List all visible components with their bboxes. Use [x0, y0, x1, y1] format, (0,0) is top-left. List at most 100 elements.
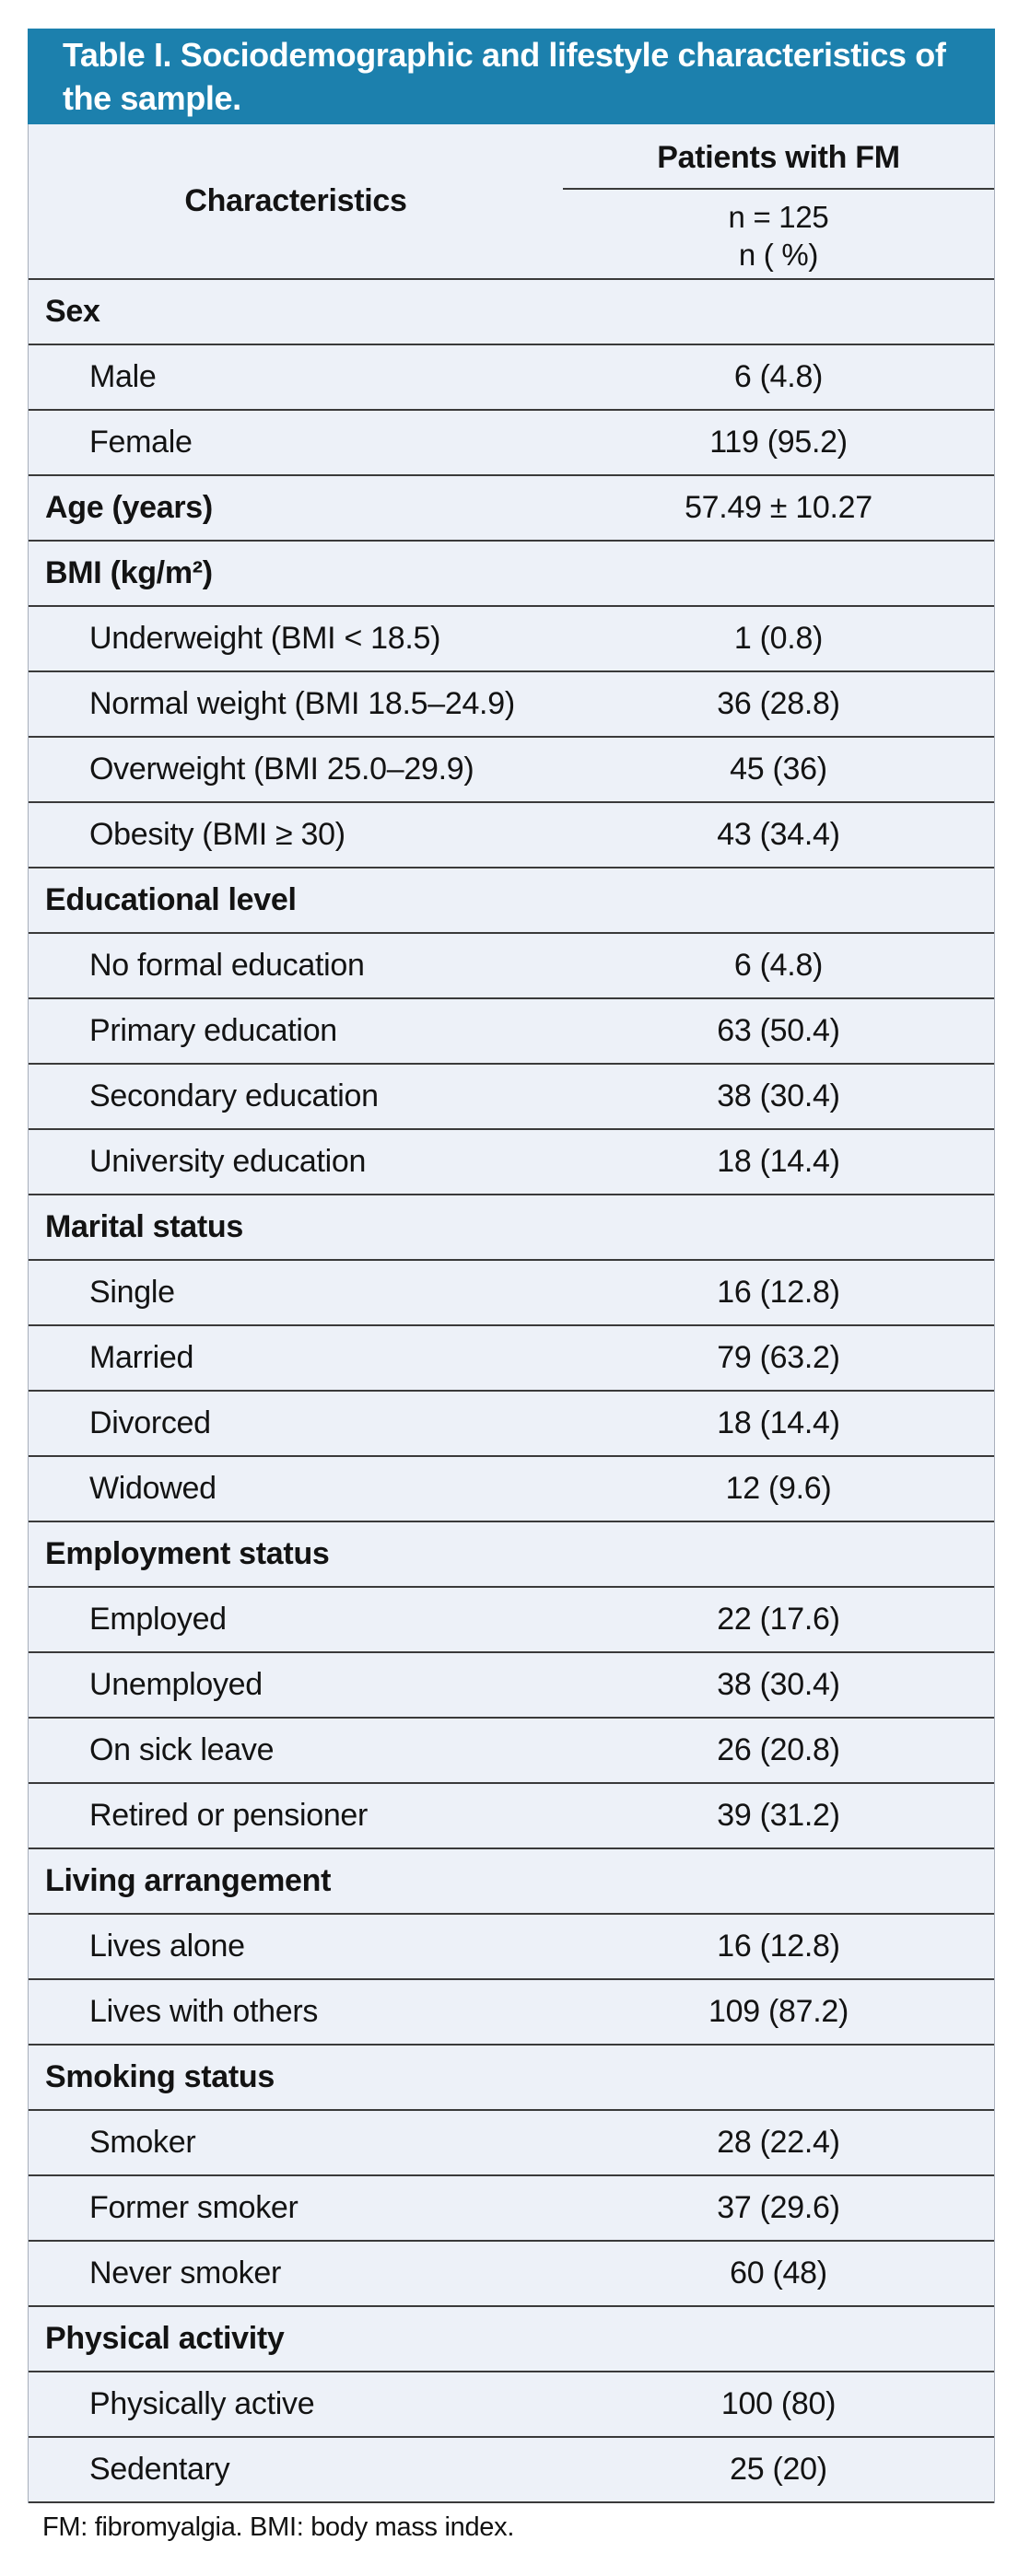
row-item-label: No formal education — [89, 948, 365, 983]
row-value: 16 (12.8) — [717, 1275, 840, 1310]
table-row: Sex — [29, 280, 994, 345]
sample-size-label: n = 125 — [728, 200, 829, 234]
table-row: Employed 22 (17.6) — [29, 1588, 994, 1653]
row-item-label: Former smoker — [89, 2190, 298, 2225]
table-body: Characteristics Patients with FM n = 125… — [28, 124, 995, 2503]
patients-column-header: Patients with FM n = 125 n ( %) — [563, 124, 994, 278]
table-footnote: FM: fibromyalgia. BMI: body mass index. — [42, 2512, 515, 2542]
row-value: 16 (12.8) — [717, 1929, 840, 1964]
table-row: Male 6 (4.8) — [29, 345, 994, 411]
row-item-label: Retired or pensioner — [89, 1798, 369, 1833]
row-value: 6 (4.8) — [733, 948, 824, 983]
row-value: 18 (14.4) — [717, 1144, 840, 1179]
row-value: 109 (87.2) — [708, 1994, 849, 2029]
row-item-label: On sick leave — [89, 1732, 275, 1767]
table-header-row: Characteristics Patients with FM n = 125… — [29, 124, 994, 280]
table-row: Former smoker 37 (29.6) — [29, 2176, 994, 2242]
n-percent-label: n ( %) — [738, 238, 819, 272]
row-item-label: Normal weight (BMI 18.5–24.9) — [89, 686, 515, 721]
row-value: 6 (4.8) — [733, 359, 824, 394]
table-row: Widowed 12 (9.6) — [29, 1457, 994, 1522]
table-title: Table I. Sociodemographic and lifestyle … — [28, 29, 995, 124]
table-row: Age (years) 57.49 ± 10.27 — [29, 476, 994, 542]
table-row: Never smoker 60 (48) — [29, 2242, 994, 2307]
row-item-label: Female — [89, 425, 193, 460]
table-row: Living arrangement — [29, 1849, 994, 1915]
row-item-label: Single — [89, 1275, 175, 1310]
row-value: 26 (20.8) — [717, 1732, 840, 1767]
table-row: Marital status — [29, 1195, 994, 1261]
row-value: 57.49 ± 10.27 — [685, 490, 872, 525]
row-item-label: Widowed — [89, 1471, 217, 1506]
row-section-label: Living arrangement — [45, 1863, 332, 1898]
row-item-label: Unemployed — [89, 1667, 263, 1702]
table-row: Normal weight (BMI 18.5–24.9) 36 (28.8) — [29, 672, 994, 738]
row-value: 36 (28.8) — [717, 686, 840, 721]
row-value: 12 (9.6) — [725, 1471, 832, 1506]
row-section-label: Marital status — [45, 1209, 243, 1244]
row-item-label: Married — [89, 1340, 194, 1375]
table-row: Lives with others 109 (87.2) — [29, 1980, 994, 2046]
row-item-label: Obesity (BMI ≥ 30) — [89, 817, 345, 852]
row-value: 60 (48) — [730, 2255, 827, 2290]
table-row: Retired or pensioner 39 (31.2) — [29, 1784, 994, 1849]
row-value: 119 (95.2) — [709, 425, 848, 460]
row-item-label: Smoker — [89, 2125, 196, 2160]
table-rows: Sex Male 6 (4.8) Female 119 (95.2) Age (years… — [29, 280, 994, 2503]
row-value: 22 (17.6) — [717, 1602, 840, 1637]
row-item-label: Never smoker — [89, 2255, 282, 2290]
row-section-label: Sex — [45, 294, 100, 329]
row-value: 25 (20) — [730, 2452, 827, 2487]
row-item-label: University education — [89, 1144, 367, 1179]
row-value: 28 (22.4) — [717, 2125, 840, 2160]
patients-with-fm-label: Patients with FM — [657, 140, 900, 175]
row-value: 39 (31.2) — [717, 1798, 840, 1833]
table-row: Employment status — [29, 1522, 994, 1588]
table-row: On sick leave 26 (20.8) — [29, 1719, 994, 1784]
row-value: 38 (30.4) — [717, 1667, 840, 1702]
row-item-label: Overweight (BMI 25.0–29.9) — [89, 752, 474, 787]
row-item-label: Divorced — [89, 1405, 211, 1440]
table-row: Married 79 (63.2) — [29, 1326, 994, 1392]
row-item-label: Lives alone — [89, 1929, 245, 1964]
row-section-label: Educational level — [45, 882, 297, 917]
row-item-label: Sedentary — [89, 2452, 230, 2487]
table-row: No formal education 6 (4.8) — [29, 934, 994, 999]
table-row: BMI (kg/m²) — [29, 542, 994, 607]
table-row: Unemployed 38 (30.4) — [29, 1653, 994, 1719]
row-value: 38 (30.4) — [717, 1078, 840, 1113]
table-row: Obesity (BMI ≥ 30) 43 (34.4) — [29, 803, 994, 868]
row-section-label: Age (years) — [45, 490, 213, 525]
table-row: Sedentary 25 (20) — [29, 2438, 994, 2503]
table-row: Female 119 (95.2) — [29, 411, 994, 476]
row-item-label: Male — [89, 359, 157, 394]
row-item-label: Underweight (BMI < 18.5) — [89, 621, 441, 656]
table-row: Secondary education 38 (30.4) — [29, 1065, 994, 1130]
table-row: Physical activity — [29, 2307, 994, 2372]
row-value: 45 (36) — [730, 752, 827, 787]
row-section-label: Employment status — [45, 1536, 330, 1571]
table-row: Physically active 100 (80) — [29, 2372, 994, 2438]
table-row: Smoker 28 (22.4) — [29, 2111, 994, 2176]
row-value: 43 (34.4) — [717, 817, 840, 852]
table-row: Lives alone 16 (12.8) — [29, 1915, 994, 1980]
row-section-label: Smoking status — [45, 2059, 275, 2094]
table-row: Overweight (BMI 25.0–29.9) 45 (36) — [29, 738, 994, 803]
table-row: Divorced 18 (14.4) — [29, 1392, 994, 1457]
table-row: Smoking status — [29, 2046, 994, 2111]
table-row: Primary education 63 (50.4) — [29, 999, 994, 1065]
row-item-label: Physically active — [89, 2386, 315, 2421]
table-row: Educational level — [29, 868, 994, 934]
row-section-label: Physical activity — [45, 2321, 285, 2356]
row-value: 79 (63.2) — [717, 1340, 840, 1375]
row-value: 63 (50.4) — [717, 1013, 840, 1048]
characteristics-column-header: Characteristics — [29, 124, 563, 278]
sociodemographic-table: Table I. Sociodemographic and lifestyle … — [28, 29, 995, 2503]
characteristics-label: Characteristics — [184, 183, 407, 218]
row-item-label: Employed — [89, 1602, 227, 1637]
row-item-label: Secondary education — [89, 1078, 379, 1113]
row-item-label: Lives with others — [89, 1994, 319, 2029]
row-value: 1 (0.8) — [733, 621, 824, 656]
row-value: 18 (14.4) — [717, 1405, 840, 1440]
